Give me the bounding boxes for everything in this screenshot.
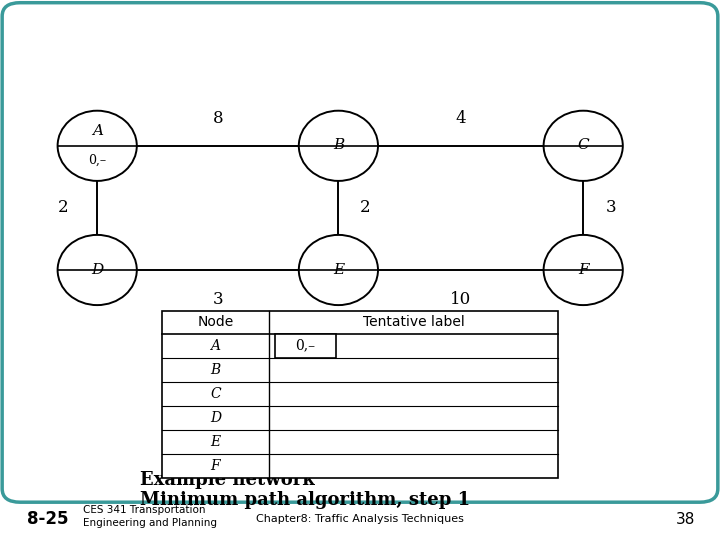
Text: CES 341 Transportation
Engineering and Planning: CES 341 Transportation Engineering and P…: [83, 505, 217, 528]
Text: C: C: [210, 387, 221, 401]
Text: Example network: Example network: [140, 471, 315, 489]
Text: Tentative label: Tentative label: [363, 315, 464, 329]
Text: Chapter8: Traffic Analysis Techniques: Chapter8: Traffic Analysis Techniques: [256, 515, 464, 524]
Text: F: F: [211, 459, 220, 473]
Text: Minimum path algorithm, step 1: Minimum path algorithm, step 1: [140, 491, 471, 509]
Bar: [162, 310, 558, 478]
Ellipse shape: [58, 235, 137, 305]
Text: 10: 10: [450, 291, 472, 308]
Ellipse shape: [299, 111, 378, 181]
Text: 4: 4: [456, 110, 466, 127]
Text: 38: 38: [675, 512, 695, 527]
Text: 8: 8: [212, 110, 223, 127]
Text: 2: 2: [360, 199, 371, 217]
Text: E: E: [210, 435, 220, 449]
Ellipse shape: [544, 111, 623, 181]
Text: A: A: [91, 124, 103, 138]
Text: D: D: [210, 411, 221, 425]
FancyBboxPatch shape: [2, 3, 718, 502]
Text: B: B: [333, 138, 344, 152]
Text: B: B: [210, 363, 220, 377]
Text: 3: 3: [212, 291, 223, 308]
Text: 0,–: 0,–: [88, 154, 107, 167]
Bar: [275, 334, 336, 358]
Text: D: D: [91, 262, 104, 276]
Text: F: F: [578, 262, 588, 276]
Text: 0,–: 0,–: [295, 339, 315, 353]
Text: A: A: [210, 339, 220, 353]
Ellipse shape: [58, 111, 137, 181]
Ellipse shape: [299, 235, 378, 305]
Text: 2: 2: [58, 199, 68, 217]
Text: 3: 3: [606, 199, 617, 217]
Text: 8-25: 8-25: [27, 510, 69, 529]
Text: C: C: [577, 138, 589, 152]
Text: E: E: [333, 262, 344, 276]
Ellipse shape: [544, 235, 623, 305]
Text: Node: Node: [197, 315, 233, 329]
